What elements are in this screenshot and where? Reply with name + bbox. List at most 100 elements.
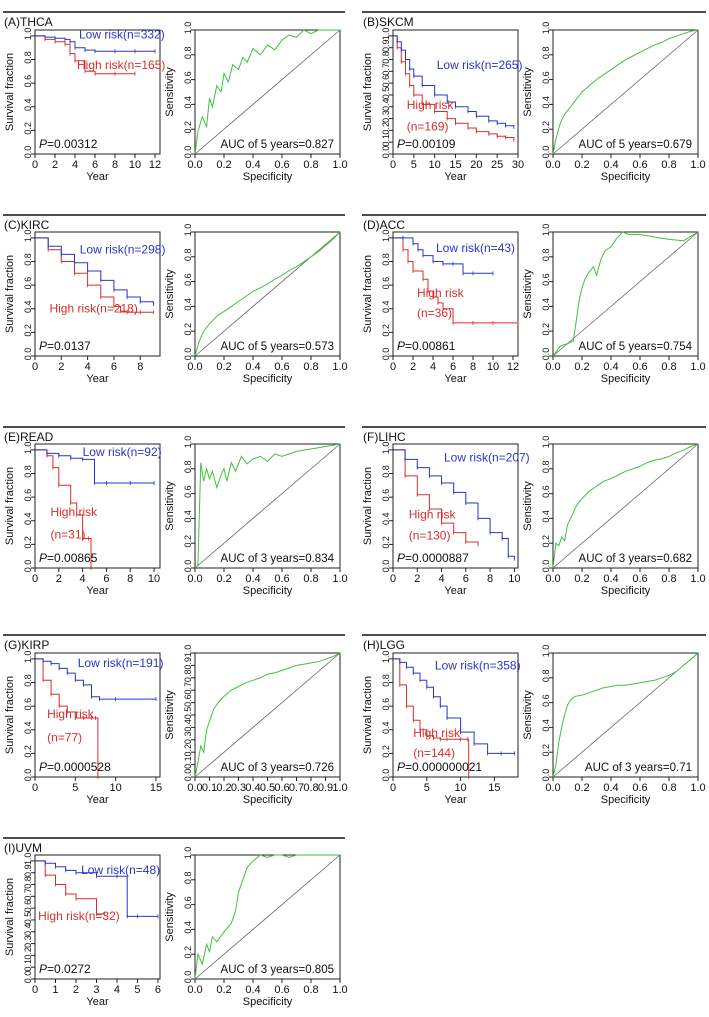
km-xtick-label: 0	[390, 361, 396, 373]
roc-diagonal	[552, 231, 699, 357]
km-frame	[34, 29, 161, 155]
roc-plot: 0.0 0.2 0.4 0.6 0.8 1.0 0.0 0.2 0.4 0.6 0.8 1.0 Spec…	[164, 224, 348, 385]
km-ytick-label: 0.6	[23, 75, 33, 88]
roc-xtick-label: 0.0	[187, 361, 202, 373]
panel-f: (F)LIHC 0 2 4 6 8 10 0.0 0.2 0.4 0.6 0.8 1.0 Year Surv…	[362, 426, 706, 597]
roc-plot: 0.0 0.2 0.4 0.6 0.8 1.0 0.0 0.2 0.4 0.6 0.8 1.0 Spec…	[164, 22, 348, 183]
km-xtick-label: 10	[110, 782, 122, 794]
km-xtick-label: 10	[429, 159, 441, 171]
km-plot: 0 2 4 6 8 10 0.0 0.2 0.4 0.6 0.8 1.0 Year Survival fr…	[362, 442, 530, 597]
panel-e: (E)READ 0 2 4 6 8 10 0.0 0.2 0.4 0.6 0.8 1.0 Year Surv…	[3, 426, 348, 597]
roc-ytick-label: 0.6	[541, 694, 551, 707]
km-xtick-label: 12	[149, 159, 161, 171]
roc-ytick-label: 0.7	[183, 682, 193, 695]
km-xtick-label: 1	[52, 984, 58, 996]
km-high-risk-curve	[393, 658, 470, 777]
km-ytick-label: 0.2	[381, 745, 391, 758]
roc-auc-label: AUC of 3 years=0.834	[221, 553, 335, 565]
roc-ylabel: Sensitivity	[522, 67, 534, 117]
km-xlabel: Year	[86, 996, 109, 1008]
p-number: =0.0000887	[405, 551, 469, 565]
roc-ytick-label: 0.2	[541, 323, 551, 336]
roc-xtick-label: 0.4	[603, 159, 618, 171]
km-high-risk-curve	[35, 860, 105, 915]
km-xtick-label: 0	[32, 782, 38, 794]
roc-xtick-label: 0.8	[303, 159, 318, 171]
km-low-risk-curve	[35, 237, 154, 304]
km-xlabel: Year	[86, 585, 109, 597]
roc-xtick-label: 0.4	[245, 361, 260, 373]
roc-ytick-label: 0.2	[183, 323, 193, 336]
km-p-value: P=0.00312	[39, 137, 98, 151]
roc-ytick-label: 0.1	[183, 756, 193, 769]
km-low-risk-curve	[35, 35, 155, 52]
km-xtick-label: 10	[129, 159, 141, 171]
km-ytick-label: 0.7	[23, 888, 33, 901]
roc-ytick-label: 0.0	[183, 348, 193, 361]
roc-ytick-label: 0.8	[541, 461, 551, 474]
km-ytick-label: 0.3	[381, 110, 391, 123]
p-symbol: P	[397, 137, 405, 151]
km-xtick-label: 30	[512, 159, 524, 171]
km-ytick-label: 0.5	[381, 87, 391, 100]
roc-ytick-label: 0.5	[183, 707, 193, 720]
km-ytick-label: 0.8	[23, 876, 33, 889]
roc-auc-label: AUC of 3 years=0.805	[221, 964, 334, 976]
roc-xtick-label: 0.6	[632, 361, 647, 373]
km-frame	[392, 652, 519, 778]
roc-ylabel: Sensitivity	[164, 269, 176, 319]
km-ytick-label: 0.8	[381, 51, 391, 64]
km-ytick-label: 0.4	[23, 722, 33, 735]
km-ytick-label: 0.9	[23, 864, 33, 877]
km-ytick-label: 0.1	[23, 959, 33, 972]
roc-xtick-label: 0.2	[216, 782, 231, 794]
p-number: =0.00861	[405, 339, 456, 353]
roc-xtick-label: 0.8	[661, 159, 676, 171]
panel-title: (F)LIHC	[363, 430, 406, 444]
roc-ytick-label: 0.2	[183, 535, 193, 548]
roc-frame	[552, 652, 699, 778]
p-number: =0.0272	[47, 962, 91, 976]
panel-title: (B)SKCM	[363, 15, 414, 29]
roc-xtick-label: 1.0	[332, 984, 347, 996]
roc-xtick-label: 0.0	[545, 159, 560, 171]
km-xtick-label: 15	[449, 159, 461, 171]
km-frame	[392, 443, 519, 569]
p-symbol: P	[39, 339, 47, 353]
km-xtick-label: 2	[414, 573, 420, 585]
km-ytick-label: 1.0	[381, 442, 391, 455]
panel-h: (H)LGG 0 5 10 15 0.0 0.2 0.4 0.6 0.8 1.0 Year Surviv…	[362, 634, 706, 806]
km-ytick-label: 0.4	[23, 924, 33, 937]
km-low-risk-label: Low risk(n=48)	[81, 863, 160, 877]
roc-xlabel: Specificity	[601, 794, 651, 806]
roc-ytick-label: 0.4	[183, 298, 193, 311]
km-xtick-label: 4	[80, 573, 86, 585]
km-xtick-label: 3	[93, 984, 99, 996]
roc-xtick-label: 0.4	[603, 361, 618, 373]
roc-xtick-label: 0.7	[289, 782, 304, 794]
panel-title: (H)LGG	[363, 638, 405, 652]
roc-frame	[194, 443, 341, 569]
panel-title: (G)KIRP	[4, 638, 49, 652]
km-ytick-label: 1.0	[381, 230, 391, 243]
km-ytick-label: 0.0	[381, 348, 391, 361]
km-ytick-label: 0.8	[23, 674, 33, 687]
roc-diagonal	[194, 231, 341, 357]
roc-curve	[552, 29, 699, 155]
roc-auc-label: AUC of 3 years=0.726	[221, 762, 334, 774]
roc-xtick-label: 0.0	[187, 159, 202, 171]
km-p-value: P=0.000000021	[397, 760, 482, 774]
roc-ylabel: Sensitivity	[164, 892, 176, 942]
km-p-value: P=0.00109	[397, 137, 456, 151]
roc-auc-label: AUC of 5 years=0.573	[221, 341, 334, 353]
km-xtick-label: 8	[487, 573, 493, 585]
roc-xtick-label: 0.0	[545, 782, 560, 794]
km-p-value: P=0.0000887	[397, 551, 469, 565]
km-xtick-label: 10	[508, 573, 520, 585]
roc-ytick-label: 0.8	[183, 47, 193, 60]
roc-ytick-label: 0.6	[541, 71, 551, 84]
roc-xlabel: Specificity	[243, 373, 293, 385]
roc-frame	[552, 231, 699, 357]
p-symbol: P	[397, 551, 405, 565]
